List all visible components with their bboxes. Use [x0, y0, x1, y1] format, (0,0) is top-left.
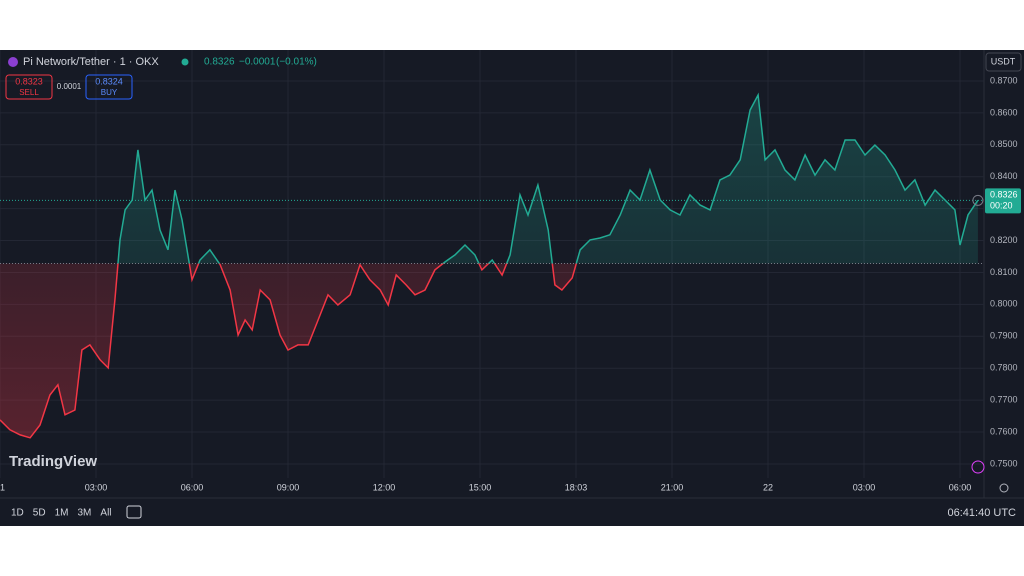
header: Pi Network/Tether · 1 · OKX 0.8326 −0.00… [5, 52, 1022, 100]
x-tick-label: 03:00 [85, 482, 108, 492]
range-buttons: 1D 5D 1M 3M All [11, 508, 112, 519]
header-change: −0.0001 [239, 57, 276, 68]
x-tick-label: 22 [763, 482, 773, 492]
y-tick-label: 0.8000 [990, 299, 1018, 309]
y-tick-label: 0.8700 [990, 75, 1018, 85]
sell-price: 0.8323 [15, 76, 43, 86]
buy-price: 0.8324 [95, 76, 123, 86]
header-change-pct: (−0.01%) [276, 57, 317, 68]
x-tick-label: 18:03 [565, 482, 588, 492]
currency: USDT [991, 56, 1016, 66]
y-tick-label: 0.8100 [990, 267, 1018, 277]
alert-icon[interactable] [971, 460, 985, 474]
x-tick-label: 09:00 [277, 482, 300, 492]
logo: TradingView [9, 453, 97, 470]
y-tick-label: 0.8200 [990, 235, 1018, 245]
x-tick-label: 15:00 [469, 482, 492, 492]
x-tick-label: 21:00 [661, 482, 684, 492]
x-tick-label: 06:00 [949, 482, 972, 492]
range-button[interactable]: 1D [11, 508, 24, 519]
header-price: 0.8326 [204, 57, 235, 68]
x-tick-label: 06:00 [181, 482, 204, 492]
spread: 0.0001 [57, 82, 82, 91]
y-tick-label: 0.8500 [990, 139, 1018, 149]
y-tick-label: 0.8600 [990, 107, 1018, 117]
x-tick-label: 03:00 [853, 482, 876, 492]
range-button[interactable]: All [100, 508, 111, 519]
background [0, 50, 1024, 526]
sell-button[interactable] [5, 74, 53, 100]
last-price-box [985, 188, 1021, 214]
currency-button[interactable] [985, 52, 1022, 72]
y-tick-label: 0.7500 [990, 458, 1018, 468]
last-price-label: 0.8326 [990, 190, 1018, 200]
sell-label: SELL [19, 88, 39, 97]
area-up [0, 95, 978, 264]
buy-label: BUY [101, 88, 118, 97]
plot [0, 92, 984, 439]
range-button[interactable]: 1M [55, 508, 69, 519]
status-dot [181, 58, 189, 66]
settings-icon[interactable] [999, 483, 1009, 493]
symbol-icon [8, 57, 18, 67]
symbol-title: Pi Network/Tether · 1 · OKX [23, 56, 159, 68]
countdown: 00:20 [990, 201, 1013, 211]
x-tick-label: 12:00 [373, 482, 396, 492]
area-down [0, 263, 577, 438]
clock: 06:41:40 UTC [948, 507, 1017, 519]
x-tick-label: 1 [0, 482, 5, 492]
y-tick-label: 0.7600 [990, 426, 1018, 436]
calendar-icon[interactable] [126, 505, 142, 519]
y-tick-label: 0.7700 [990, 394, 1018, 404]
y-tick-label: 0.7800 [990, 363, 1018, 373]
y-tick-label: 0.7900 [990, 331, 1018, 341]
line-up [117, 92, 979, 264]
y-tick-label: 0.8400 [990, 171, 1018, 181]
last-point [972, 194, 984, 206]
range-button[interactable]: 5D [33, 508, 46, 519]
buy-button[interactable] [85, 74, 133, 100]
range-button[interactable]: 3M [78, 508, 92, 519]
